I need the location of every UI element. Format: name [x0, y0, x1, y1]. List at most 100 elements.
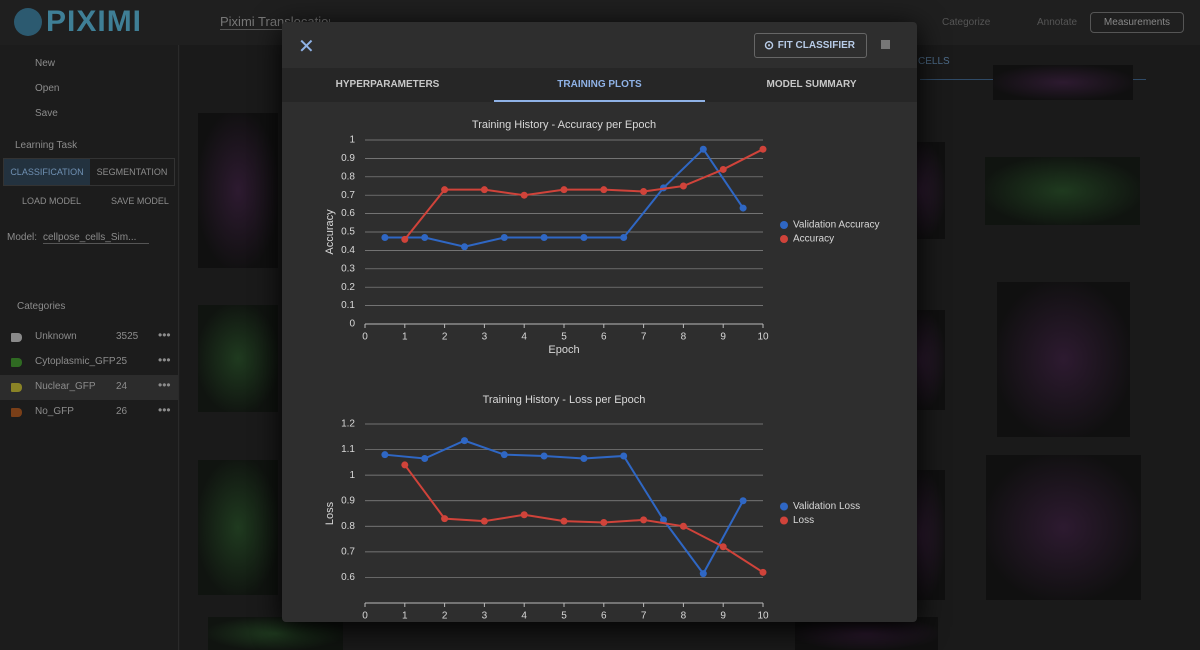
dialog-tab[interactable]: MODEL SUMMARY: [766, 79, 857, 90]
category-row[interactable]: Cytoplasmic_GFP 25 •••: [0, 350, 178, 375]
category-count: 25: [116, 356, 128, 367]
category-name: Nuclear_GFP: [35, 381, 96, 392]
category-menu[interactable]: •••: [158, 378, 171, 392]
logo-icon: [14, 8, 42, 36]
category-tag: [11, 358, 22, 367]
data-point: [540, 452, 548, 460]
model-select[interactable]: cellpose_cells_Sim...: [43, 232, 149, 244]
x-tick-label: 5: [561, 611, 567, 622]
plots: Training History - Accuracy per Epoch 0 0.…: [324, 119, 880, 622]
toolbar-button[interactable]: Measurements: [1090, 12, 1184, 33]
dialog-tab[interactable]: HYPERPARAMETERS: [335, 79, 440, 90]
y-tick-label: 0.2: [341, 282, 355, 293]
category-tag: [11, 408, 22, 417]
legend-swatch: [780, 221, 788, 229]
category-name: No_GFP: [35, 406, 74, 417]
category-menu[interactable]: •••: [158, 353, 171, 367]
cell-image[interactable]: [198, 305, 278, 412]
data-point: [699, 145, 707, 153]
y-tick-label: 0.8: [341, 521, 355, 532]
y-tick-label: 0.5: [341, 227, 355, 238]
category-count: 24: [116, 381, 128, 392]
series-line: [384, 439, 744, 576]
chart-title: Training History - Loss per Epoch: [483, 394, 646, 406]
dialog-tab[interactable]: TRAINING PLOTS: [557, 79, 642, 90]
tab-indicator: [494, 100, 705, 102]
x-tick-label: 2: [442, 332, 448, 343]
category-menu[interactable]: •••: [158, 328, 171, 342]
x-tick-label: 6: [601, 611, 607, 622]
menu-item[interactable]: New: [35, 58, 56, 69]
category-tag: [11, 383, 22, 392]
category-row[interactable]: No_GFP 26 •••: [0, 400, 178, 425]
x-tick-label: 1: [402, 332, 408, 343]
y-tick-label: 0.7: [341, 546, 355, 557]
y-tick-label: 0: [349, 319, 355, 330]
toolbar-button[interactable]: Categorize: [942, 17, 991, 28]
cell-image[interactable]: [986, 455, 1141, 600]
category-row[interactable]: Unknown 3525 •••: [0, 325, 178, 350]
fit-button[interactable]: ⊙ FIT CLASSIFIER: [754, 33, 867, 58]
cell-image[interactable]: [198, 113, 278, 268]
task-tab[interactable]: CLASSIFICATION: [4, 159, 90, 185]
data-point: [580, 455, 588, 463]
x-tick-label: 7: [641, 332, 647, 343]
button[interactable]: SAVE MODEL: [111, 196, 169, 206]
data-point: [401, 461, 409, 469]
y-axis-label: Loss: [324, 501, 336, 525]
y-tick-label: 0.8: [341, 171, 355, 182]
x-tick-label: 8: [681, 611, 687, 622]
cell-image[interactable]: [985, 157, 1140, 225]
legend-label: Loss: [793, 515, 814, 526]
x-tick-label: 5: [561, 332, 567, 343]
toolbar-button[interactable]: Annotate: [1037, 17, 1078, 28]
x-tick-label: 8: [681, 332, 687, 343]
category-menu[interactable]: •••: [158, 403, 171, 417]
data-point: [401, 235, 409, 243]
button[interactable]: LOAD MODEL: [22, 196, 82, 206]
y-tick-label: 1.1: [341, 444, 355, 455]
legend-swatch: [780, 516, 788, 525]
data-point: [500, 451, 508, 459]
data-point: [381, 234, 389, 242]
data-point: [560, 186, 568, 194]
grid-tab[interactable]: CELLS: [918, 56, 950, 67]
logo: PIXIMI: [46, 5, 143, 38]
data-point: [640, 516, 648, 524]
menu-item[interactable]: Open: [35, 83, 60, 94]
data-point: [520, 191, 528, 199]
cell-image[interactable]: [993, 65, 1133, 100]
menu-item[interactable]: Save: [35, 108, 58, 119]
category-count: 3525: [116, 331, 139, 342]
data-point: [620, 234, 628, 242]
x-tick-label: 4: [521, 611, 527, 622]
cell-image[interactable]: [997, 282, 1130, 437]
data-point: [679, 182, 687, 190]
y-tick-label: 0.6: [341, 208, 355, 219]
cell-image[interactable]: [198, 460, 278, 595]
close-button[interactable]: ✕: [298, 36, 315, 58]
dialog: ✕ ⊙ FIT CLASSIFIER Training History - Acc…: [282, 22, 917, 622]
data-point: [520, 511, 528, 519]
data-point: [699, 570, 707, 578]
cell-image[interactable]: [795, 617, 938, 650]
category-row[interactable]: Nuclear_GFP 24 •••: [0, 375, 178, 400]
task-tabs: CLASSIFICATION SEGMENTATION: [3, 158, 175, 186]
x-tick-label: 6: [601, 332, 607, 343]
legend-label: Validation Accuracy: [793, 220, 880, 231]
data-point: [739, 204, 747, 212]
y-tick-label: 1: [349, 135, 355, 146]
x-tick-label: 9: [720, 332, 726, 343]
data-point: [421, 455, 429, 463]
fit-button-label: FIT CLASSIFIER: [777, 40, 855, 51]
cell-image[interactable]: [208, 617, 343, 650]
stop-button[interactable]: [881, 40, 890, 49]
model-label: Model:: [7, 232, 38, 243]
chart-title: Training History - Accuracy per Epoch: [472, 119, 656, 131]
y-tick-label: 0.9: [341, 153, 355, 164]
y-axis-label: Accuracy: [324, 209, 336, 255]
x-tick-label: 3: [482, 332, 488, 343]
task-tab[interactable]: SEGMENTATION: [96, 167, 168, 177]
series-line: [404, 148, 764, 240]
